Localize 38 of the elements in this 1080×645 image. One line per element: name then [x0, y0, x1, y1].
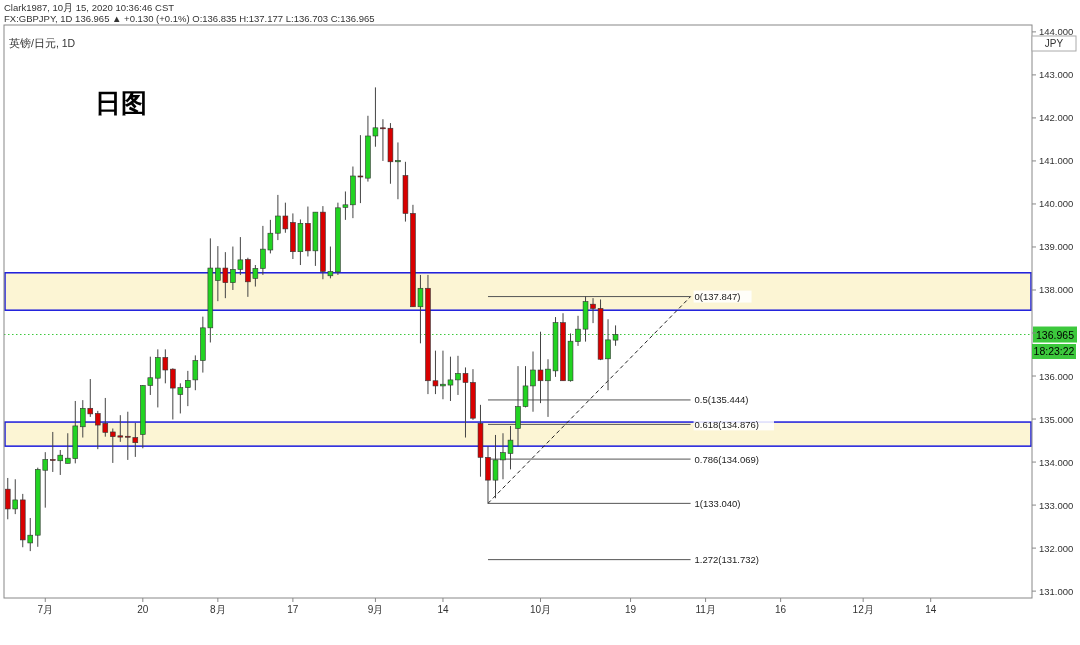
x-tick-label: 8月	[210, 604, 226, 615]
y-tick-label: 135.000	[1039, 413, 1074, 425]
x-tick-label: 10月	[529, 604, 552, 615]
y-tick-label: 140.000	[1039, 198, 1074, 210]
text: 日图	[95, 88, 147, 118]
y-tick-label: 131.000	[1039, 585, 1074, 597]
y-tick-label: 133.000	[1039, 499, 1074, 511]
text: 18:23:22	[1033, 345, 1075, 357]
x-tick-label: 9月	[367, 604, 384, 615]
y-tick-label: 136.000	[1039, 370, 1074, 382]
x-tick-label: 14	[925, 604, 937, 615]
text: Clark1987, 10月 15, 2020 10:36:46 CST	[4, 2, 175, 13]
x-tick-label: 12月	[852, 604, 874, 615]
x-tick-label: 14	[437, 604, 449, 615]
y-tick-label: 143.000	[1039, 69, 1074, 81]
y-tick-label: 142.000	[1039, 112, 1074, 124]
x-tick-label: 20	[137, 604, 149, 615]
series-label: 0.5(135.444)	[694, 394, 749, 406]
series-label: 0.786(134.069)	[694, 453, 760, 465]
y-tick-label: 134.000	[1039, 456, 1074, 468]
y-tick-label: 144.000	[1039, 26, 1074, 38]
series-label: 0.618(134.876)	[694, 418, 760, 430]
x-tick-label: 7月	[37, 604, 54, 615]
series-label: 1(133.040)	[694, 497, 741, 509]
series-label: 1.272(131.732)	[694, 554, 760, 566]
annotation: 英镑/日元, 1D	[9, 37, 76, 49]
ref-line-label: 136.965	[1036, 328, 1075, 341]
text: FX:GBPJPY, 1D 136.965 ▲ +0.130 (+0.1%) O:136.835 H:137.177 L:136.703 C:136.965	[4, 13, 375, 24]
y-tick-label: 138.000	[1039, 284, 1074, 296]
series-label: 0(137.847)	[694, 291, 741, 303]
y-tick-label: 139.000	[1039, 241, 1074, 253]
y-tick-label: 141.000	[1039, 155, 1074, 167]
x-tick-label: 16	[775, 604, 787, 615]
x-tick-label: 11月	[695, 604, 716, 615]
x-tick-label: 19	[624, 604, 637, 615]
y-tick-label: 132.000	[1039, 542, 1074, 554]
text: JPY	[1044, 38, 1064, 49]
x-tick-label: 17	[287, 604, 299, 615]
